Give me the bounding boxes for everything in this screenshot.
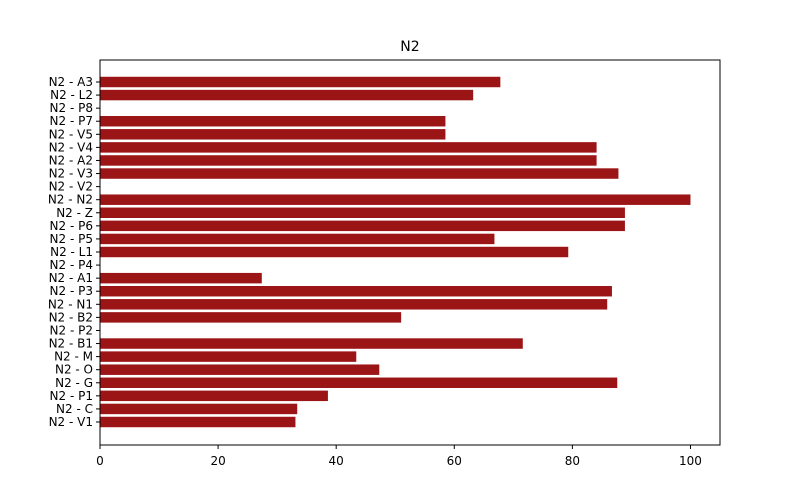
bar bbox=[100, 194, 691, 205]
y-tick-label: N2 - G bbox=[55, 376, 93, 390]
bar bbox=[100, 416, 296, 428]
bars-group bbox=[100, 76, 691, 428]
y-tick-label: N2 - N1 bbox=[48, 297, 93, 311]
bar bbox=[100, 312, 402, 323]
y-tick-label: N2 - V3 bbox=[49, 167, 93, 181]
bar bbox=[100, 377, 618, 388]
y-tick-label: N2 - P7 bbox=[50, 114, 93, 128]
x-tick-label: 100 bbox=[679, 454, 702, 468]
x-axis: 0 20 40 60 80 100 bbox=[96, 445, 702, 468]
y-tick-label: N2 - O bbox=[55, 363, 93, 377]
x-tick-label: 80 bbox=[565, 454, 580, 468]
y-tick-label: N2 - A2 bbox=[49, 153, 93, 167]
bar bbox=[100, 272, 262, 284]
y-tick-label: N2 - P1 bbox=[50, 389, 93, 403]
bar bbox=[100, 142, 597, 153]
y-tick-label: N2 - V5 bbox=[49, 127, 93, 141]
y-tick-label: N2 - C bbox=[56, 402, 93, 416]
y-tick-label: N2 - A3 bbox=[49, 75, 93, 89]
y-tick-label: N2 - L1 bbox=[50, 245, 93, 259]
y-tick-label: N2 - P3 bbox=[50, 284, 93, 298]
y-tick-label: N2 - A1 bbox=[49, 271, 93, 285]
bar bbox=[100, 299, 608, 310]
y-tick-label: N2 - L2 bbox=[50, 88, 93, 102]
y-tick-label: N2 - B2 bbox=[49, 310, 93, 324]
bar bbox=[100, 403, 298, 415]
y-tick-label: N2 - P5 bbox=[50, 232, 93, 246]
x-tick-label: 20 bbox=[210, 454, 225, 468]
y-tick-label: N2 - N2 bbox=[48, 193, 93, 207]
bar bbox=[100, 116, 446, 127]
y-tick-label: N2 - V4 bbox=[49, 140, 93, 154]
x-tick-label: 60 bbox=[447, 454, 462, 468]
bar bbox=[100, 390, 328, 402]
bar bbox=[100, 129, 446, 140]
y-tick-label: N2 - V2 bbox=[49, 180, 93, 194]
bar bbox=[100, 246, 569, 258]
x-tick-label: 40 bbox=[329, 454, 344, 468]
y-tick-label: N2 - V1 bbox=[49, 415, 93, 429]
y-tick-label: N2 - P6 bbox=[50, 219, 93, 233]
bar bbox=[100, 286, 612, 297]
y-tick-label: N2 - M bbox=[54, 350, 93, 364]
bar bbox=[100, 351, 357, 362]
bar bbox=[100, 207, 625, 218]
y-tick-label: N2 - B1 bbox=[49, 337, 93, 351]
y-tick-label: N2 - P2 bbox=[50, 323, 93, 337]
bar bbox=[100, 168, 619, 179]
bar bbox=[100, 155, 597, 166]
x-tick-label: 0 bbox=[96, 454, 104, 468]
y-tick-label: N2 - P8 bbox=[50, 101, 93, 115]
bar bbox=[100, 220, 625, 232]
bar bbox=[100, 338, 523, 349]
y-tick-label: N2 - Z bbox=[56, 206, 93, 220]
bar bbox=[100, 76, 501, 88]
bar bbox=[100, 89, 474, 101]
chart-title: N2 bbox=[400, 39, 419, 55]
bar bbox=[100, 233, 495, 245]
bar bbox=[100, 364, 380, 375]
y-tick-label: N2 - P4 bbox=[50, 258, 93, 272]
